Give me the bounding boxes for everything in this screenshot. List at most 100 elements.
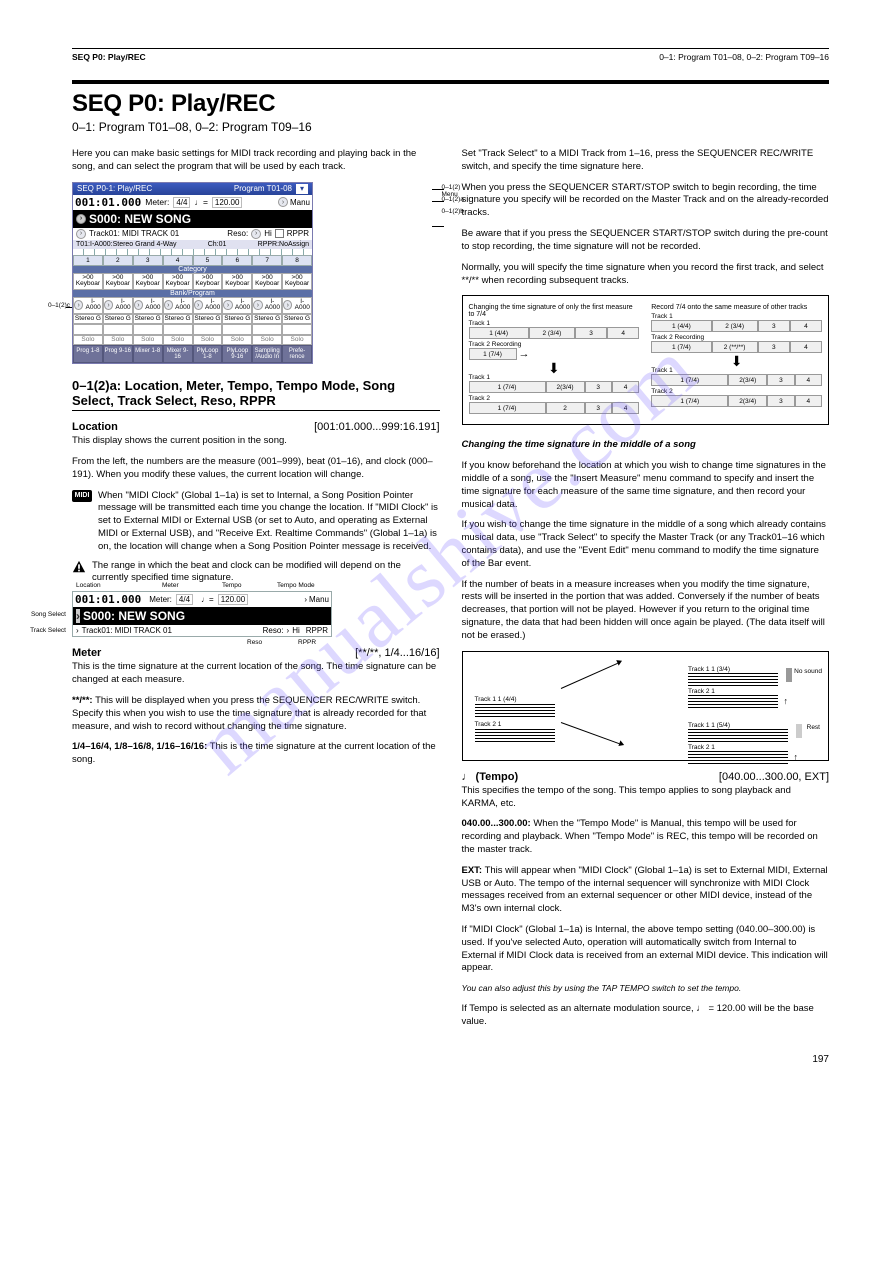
- meter-value[interactable]: 4/4: [173, 197, 190, 208]
- meter-opt1: **/**: This will be displayed when you p…: [72, 695, 440, 733]
- category-cell[interactable]: >00 Keyboar: [252, 273, 282, 290]
- play-button[interactable]: Play: [73, 324, 103, 335]
- strip-meter-value[interactable]: 4/4: [176, 594, 193, 605]
- arrow-icon: [560, 663, 617, 689]
- category-cell[interactable]: >00 Keyboar: [193, 273, 223, 290]
- tab-plyloop-9-16[interactable]: PlyLoop 9-16: [222, 345, 252, 363]
- solo-button[interactable]: Solo: [103, 335, 133, 346]
- changing-ts-title: Changing the time signature in the middl…: [462, 439, 830, 452]
- solo-button[interactable]: Solo: [252, 335, 282, 346]
- h2-01a: 0–1(2)a: Location, Meter, Tempo, Tempo M…: [72, 378, 440, 408]
- page-number: 197: [72, 1054, 829, 1065]
- category-cell[interactable]: >00 Keyboar: [222, 273, 252, 290]
- cap-location: Location: [76, 582, 101, 589]
- meter-diagram: Changing the time signature of only the …: [462, 295, 830, 425]
- screenshot-strip: 001:01.000 Meter: 4/4 ♩= 120.00 ›Manu › …: [72, 591, 332, 637]
- midi-icon: MIDI: [72, 490, 92, 502]
- callout-r3: 0–1(2)b: [442, 208, 476, 215]
- strip-song-popup-icon[interactable]: ›: [76, 609, 80, 623]
- strip-location[interactable]: 001:01.000: [75, 593, 141, 606]
- bank-section-label: Bank/Program: [73, 290, 312, 297]
- location-p1: This display shows the current position …: [72, 435, 440, 448]
- play-button[interactable]: Play: [133, 324, 163, 335]
- param-tempo-range: [040.00...300.00, EXT]: [719, 771, 829, 783]
- tempo-label: ♩=: [194, 197, 207, 207]
- location-p2: From the left, the numbers are the measu…: [72, 456, 440, 482]
- strip-song-select[interactable]: S000: NEW SONG: [83, 609, 185, 623]
- play-button[interactable]: Play: [103, 324, 133, 335]
- bank-cell[interactable]: ›I-A000: [222, 297, 252, 314]
- rppr-checkbox[interactable]: [275, 229, 284, 238]
- solo-button[interactable]: Solo: [193, 335, 223, 346]
- bank-cell[interactable]: ›I-A000: [282, 297, 312, 314]
- strip-reso-popup-icon[interactable]: ›: [287, 626, 290, 635]
- solo-button[interactable]: Solo: [163, 335, 193, 346]
- tempo-p2: If "MIDI Clock" (Global 1–1a) is Interna…: [462, 924, 830, 975]
- reso-popup-icon[interactable]: ›: [251, 229, 261, 239]
- cap-tempo-mode: Tempo Mode: [277, 582, 315, 589]
- tab-mixer-1-8[interactable]: Mixer 1-8: [133, 345, 163, 363]
- bank-cell[interactable]: ›I-A000: [103, 297, 133, 314]
- play-button[interactable]: Play: [222, 324, 252, 335]
- location-midi-note: When "MIDI Clock" (Global 1–1a) is set t…: [98, 490, 440, 554]
- play-button[interactable]: Play: [193, 324, 223, 335]
- bank-cell[interactable]: ›I-A000: [163, 297, 193, 314]
- category-cell[interactable]: >00 Keyboar: [163, 273, 193, 290]
- tab-sampling[interactable]: Sampling /Audio In: [252, 345, 282, 363]
- bank-cell[interactable]: ›I-A000: [193, 297, 223, 314]
- bottom-tabs: Prog 1-8 Prog 9-16 Mixer 1-8 Mixer 9-16 …: [73, 345, 312, 363]
- track-info-rppr: RPPR:NoAssign: [258, 241, 309, 248]
- tab-plyloop-1-8[interactable]: PlyLoop 1-8: [193, 345, 223, 363]
- strip-tempo-mode-icon[interactable]: ›: [304, 595, 307, 604]
- tab-prog-9-16[interactable]: Prog 9-16: [103, 345, 133, 363]
- strip-track-popup-icon[interactable]: ›: [76, 626, 79, 635]
- reso-value[interactable]: Hi: [264, 229, 272, 238]
- strip-tempo-value[interactable]: 120.00: [218, 594, 248, 605]
- changing-ts-p1: If you know beforehand the location at w…: [462, 460, 830, 511]
- arrow-down-icon: ⬇: [469, 361, 640, 375]
- cap-meter: Meter: [162, 582, 179, 589]
- strip-tempo-mode[interactable]: Manu: [309, 595, 329, 604]
- tempo-note: You can also adjust this by using the TA…: [462, 983, 830, 994]
- category-cell[interactable]: >00 Keyboar: [73, 273, 103, 290]
- bank-cell[interactable]: ›I-A000: [252, 297, 282, 314]
- tempo-opt2: EXT: This will appear when "MIDI Clock" …: [462, 865, 830, 916]
- solo-button[interactable]: Solo: [282, 335, 312, 346]
- category-cell[interactable]: >00 Keyboar: [282, 273, 312, 290]
- tab-mixer-9-16[interactable]: Mixer 9-16: [163, 345, 193, 363]
- song-select[interactable]: S000: NEW SONG: [89, 212, 191, 226]
- tab-prog-1-8[interactable]: Prog 1-8: [73, 345, 103, 363]
- cap-track-select: Track Select: [30, 627, 66, 634]
- play-button[interactable]: Play: [282, 324, 312, 335]
- menu-dropdown-icon[interactable]: ▾: [296, 184, 308, 194]
- bank-cell[interactable]: ›I-A000: [73, 297, 103, 314]
- param-meter-name: Meter [**/**, 1/4...16/16]: [72, 647, 440, 659]
- play-button[interactable]: Play: [252, 324, 282, 335]
- category-cell[interactable]: >00 Keyboar: [103, 273, 133, 290]
- meter-label: Meter:: [145, 197, 169, 207]
- param-location-range: [001:01.000...999:16.191]: [314, 421, 439, 433]
- bank-cell[interactable]: ›I-A000: [133, 297, 163, 314]
- track-popup-icon[interactable]: ›: [76, 229, 86, 239]
- meter-opt2: 1/4–16/4, 1/8–16/8, 1/16–16/16: This is …: [72, 741, 440, 767]
- location-display[interactable]: 001:01.000: [75, 196, 141, 209]
- tempo-mode-popup-icon[interactable]: ›: [278, 197, 288, 207]
- arrow-right-icon: [517, 348, 532, 360]
- tempo-opt1: 040.00...300.00: When the "Tempo Mode" i…: [462, 818, 830, 856]
- category-cell[interactable]: >00 Keyboar: [133, 273, 163, 290]
- play-button[interactable]: Play: [163, 324, 193, 335]
- tempo-value[interactable]: 120.00: [212, 197, 242, 208]
- solo-button[interactable]: Solo: [133, 335, 163, 346]
- tempo-p1: This specifies the tempo of the song. Th…: [462, 785, 830, 811]
- solo-button[interactable]: Solo: [73, 335, 103, 346]
- tempo-diagram: Track 1 1 (4/4) Track 2 1 Track 1 1 (3/4…: [462, 651, 830, 761]
- track-select[interactable]: Track01: MIDI TRACK 01: [89, 229, 179, 238]
- rppr-label: RPPR: [287, 229, 309, 238]
- tempo-mode-value[interactable]: Manu: [290, 198, 310, 207]
- solo-button[interactable]: Solo: [222, 335, 252, 346]
- strip-reso-value[interactable]: Hi: [292, 626, 300, 635]
- song-popup-icon[interactable]: ›: [76, 214, 86, 224]
- strip-track-select[interactable]: Track01: MIDI TRACK 01: [82, 626, 172, 635]
- header-top-rule: [72, 48, 829, 49]
- tab-preference[interactable]: Prefe- rence: [282, 345, 312, 363]
